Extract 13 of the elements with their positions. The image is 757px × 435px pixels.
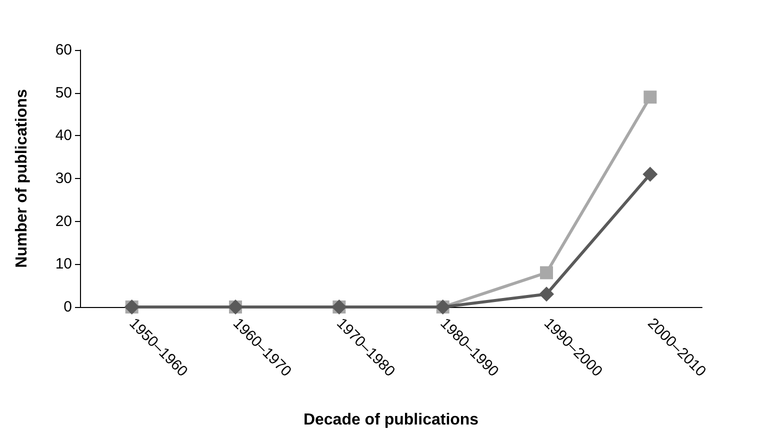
y-tick-label: 30 <box>55 170 72 187</box>
y-tick-label: 20 <box>55 212 72 230</box>
point <box>642 166 658 182</box>
y-tick-label: 60 <box>55 42 72 58</box>
y-axis-title: Number of publications <box>14 89 30 268</box>
point <box>539 286 554 302</box>
y-tick-label: 0 <box>64 298 72 316</box>
y-tick-label: 50 <box>55 84 72 102</box>
point <box>540 266 553 280</box>
y-tick-label: 10 <box>55 256 72 273</box>
y-tick-label: 40 <box>55 127 72 144</box>
x-axis-title: Decade of publications <box>303 412 479 428</box>
point <box>644 90 657 104</box>
